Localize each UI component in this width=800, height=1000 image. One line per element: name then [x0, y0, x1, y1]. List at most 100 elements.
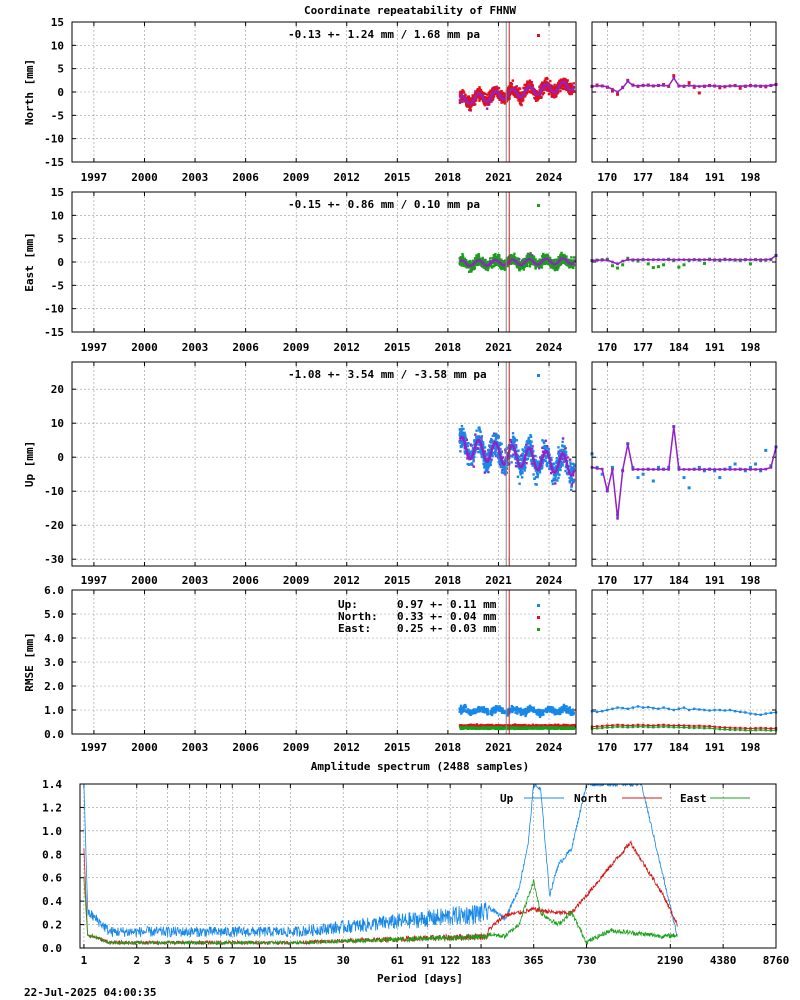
recent-point — [743, 469, 747, 473]
data-point — [472, 465, 475, 468]
data-point — [541, 450, 545, 453]
data-point — [532, 473, 535, 476]
data-point — [470, 463, 474, 466]
data-point — [520, 454, 523, 457]
data-point — [481, 710, 484, 713]
data-point — [538, 460, 541, 464]
data-point — [538, 711, 541, 714]
data-point — [538, 713, 541, 717]
data-point — [559, 254, 562, 257]
data-point — [569, 462, 572, 466]
recent-point — [610, 465, 614, 469]
data-point — [506, 462, 509, 466]
data-point — [534, 266, 537, 270]
data-point — [551, 482, 555, 486]
x-tick-label: 198 — [741, 574, 761, 587]
data-point — [513, 439, 517, 443]
y-tick-label: -5 — [51, 109, 64, 122]
data-point — [479, 88, 483, 92]
data-point — [481, 706, 485, 709]
data-point — [489, 91, 493, 94]
data-point — [515, 706, 518, 709]
data-point — [478, 263, 481, 266]
data-point — [546, 447, 549, 450]
data-point — [533, 710, 536, 713]
data-point — [570, 86, 573, 89]
data-point — [483, 471, 487, 474]
recent-point — [616, 266, 620, 270]
x-tick-label: 2003 — [182, 341, 209, 354]
data-point — [571, 265, 574, 269]
data-point — [496, 262, 499, 266]
data-point — [472, 103, 476, 106]
data-point — [531, 262, 535, 266]
data-point — [541, 712, 544, 715]
data-point — [509, 438, 512, 442]
data-point — [493, 709, 497, 712]
data-point — [474, 439, 477, 442]
data-point — [526, 708, 529, 712]
data-point — [494, 256, 498, 259]
x-tick-label: 2000 — [131, 341, 158, 354]
data-point — [478, 86, 481, 89]
data-point — [497, 253, 501, 257]
data-point — [534, 458, 537, 462]
data-point — [524, 713, 528, 716]
data-point — [504, 458, 507, 461]
data-point — [475, 99, 478, 102]
data-point — [541, 439, 544, 442]
data-point — [546, 262, 549, 266]
data-point — [499, 447, 502, 451]
data-point — [518, 258, 521, 261]
data-point — [521, 452, 525, 455]
data-point — [510, 440, 513, 444]
data-point — [478, 708, 481, 711]
x-tick-label: 177 — [633, 171, 653, 184]
data-point — [566, 264, 570, 267]
data-point — [516, 257, 520, 260]
data-point — [462, 436, 466, 440]
data-point — [569, 713, 573, 716]
x-tick-label: 198 — [741, 741, 761, 754]
data-point — [524, 714, 527, 718]
data-point — [532, 255, 536, 258]
data-point — [499, 459, 502, 463]
recent-point — [651, 266, 655, 270]
y-tick-label: 0 — [57, 86, 64, 99]
data-point — [461, 443, 465, 446]
x-tick-label: 2006 — [232, 741, 259, 754]
recent-point — [662, 263, 666, 267]
data-point — [564, 723, 568, 727]
data-point — [514, 708, 517, 711]
fit-line — [458, 435, 576, 477]
data-point — [477, 255, 481, 258]
data-point — [543, 261, 546, 264]
data-point — [522, 258, 525, 261]
data-point — [500, 724, 504, 727]
data-point — [501, 456, 505, 459]
data-point — [561, 437, 565, 440]
data-point — [510, 461, 513, 464]
data-point — [540, 266, 544, 269]
data-point — [568, 476, 571, 480]
data-point — [478, 710, 481, 713]
data-point — [488, 90, 491, 94]
data-point — [469, 108, 472, 111]
x-tick-label: 2006 — [232, 341, 259, 354]
data-point — [547, 447, 551, 451]
data-point — [464, 265, 467, 268]
y-tick-label: 6.0 — [44, 584, 64, 597]
recent-point — [646, 262, 650, 266]
x-tick-label: 2018 — [435, 171, 462, 184]
data-point — [478, 725, 481, 728]
data-point — [520, 724, 523, 727]
x-tick-label: 2000 — [131, 741, 158, 754]
data-point — [487, 92, 491, 95]
data-point — [551, 87, 554, 91]
stat-text: -1.08 +- 3.54 mm / -3.58 mm pa — [288, 368, 487, 381]
data-point — [545, 462, 549, 465]
data-point — [523, 469, 526, 472]
data-point — [560, 724, 564, 728]
data-point — [544, 456, 548, 460]
recent-point — [754, 462, 758, 466]
